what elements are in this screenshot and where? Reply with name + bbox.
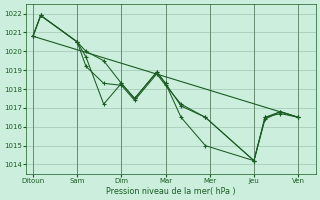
X-axis label: Pression niveau de la mer( hPa ): Pression niveau de la mer( hPa ) [106,187,236,196]
